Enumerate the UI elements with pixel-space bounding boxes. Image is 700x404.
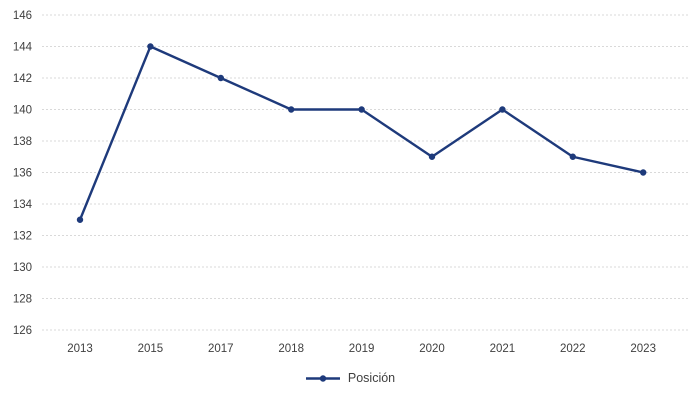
x-tick-label-2022: 2022 (560, 343, 586, 355)
y-tick-label-130: 130 (13, 262, 32, 274)
series-line-posicion (78, 45, 645, 221)
x-tick-label-2021: 2021 (490, 343, 516, 355)
plot-area: 126 128 130 132 134 136 138 140 142 144 146 2013 201… (13, 10, 688, 355)
y-tick-label-138: 138 (13, 136, 32, 148)
x-tick-label-2013: 2013 (67, 343, 93, 355)
y-tick-label-134: 134 (13, 199, 33, 211)
data-point-2018 (288, 106, 295, 113)
y-tick-label-140: 140 (13, 105, 32, 117)
x-tick-label-2018: 2018 (278, 343, 304, 355)
x-tick-label-2019: 2019 (349, 343, 375, 355)
data-point-2013 (76, 216, 84, 223)
x-tick-label-2023: 2023 (630, 343, 656, 355)
x-tick-label-2017: 2017 (208, 343, 234, 355)
y-tick-label-136: 136 (13, 168, 32, 180)
y-tick-label-146: 146 (13, 10, 32, 22)
y-tick-label-142: 142 (13, 73, 32, 85)
legend: Posición (0, 371, 700, 385)
x-tick-label-2020: 2020 (419, 343, 445, 355)
x-tick-label-2015: 2015 (138, 343, 164, 355)
data-point-2017 (217, 74, 224, 82)
y-tick-label-132: 132 (13, 231, 32, 243)
y-tick-label-126: 126 (13, 325, 32, 337)
data-point-2020 (428, 153, 436, 160)
data-point-2022 (569, 153, 576, 160)
y-tick-label-128: 128 (13, 294, 32, 306)
legend-line-marker-icon (305, 374, 340, 382)
y-tick-label-144: 144 (13, 42, 33, 54)
data-point-2021 (499, 106, 506, 113)
data-point-2015 (147, 43, 154, 50)
data-point-2019 (358, 106, 365, 113)
legend-label: Posición (347, 371, 396, 385)
data-point-2023 (640, 169, 647, 176)
